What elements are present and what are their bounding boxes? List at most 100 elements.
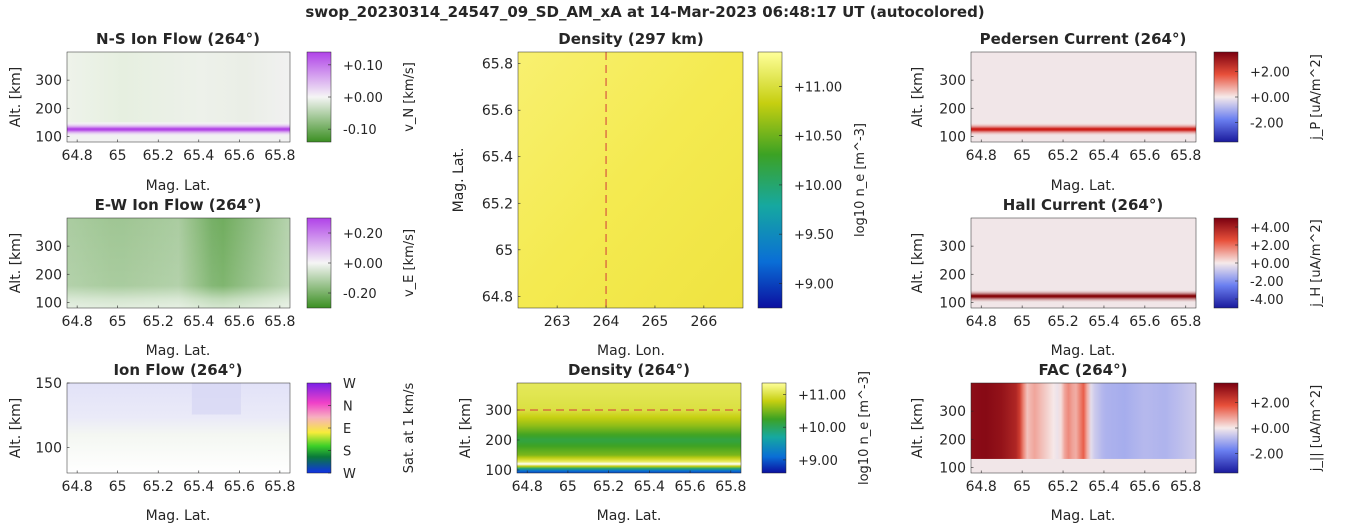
colorbar-tick-label: -2.00 <box>1250 275 1284 290</box>
heatmap-fade <box>67 218 290 308</box>
colorbar-tick-label: +2.00 <box>1250 239 1290 254</box>
heatmap-field <box>971 383 1196 459</box>
x-tick-label: 266 <box>691 314 718 330</box>
y-tick-label: 300 <box>35 73 62 89</box>
colorbar-tick-label: N <box>343 400 353 415</box>
colorbar-label: v_N [km/s] <box>402 62 417 132</box>
colorbar-tick-label: +0.00 <box>1250 422 1290 437</box>
colorbar-tick-label: +10.00 <box>798 421 846 436</box>
y-tick-label: 150 <box>35 376 62 392</box>
plot-frame <box>517 51 744 309</box>
y-tick-label: 300 <box>939 404 966 420</box>
colorbar-tick-label: +0.20 <box>343 227 383 242</box>
colorbar-tick-label: +11.00 <box>798 388 846 403</box>
panel-title: Pedersen Current (264°) <box>980 30 1187 48</box>
x-tick-label: 263 <box>544 314 571 330</box>
colorbar-tick-label: +10.00 <box>794 179 842 194</box>
colorbar-tick-label: E <box>343 422 351 437</box>
y-tick-label: 65 <box>495 243 513 259</box>
heatmap <box>971 218 1196 308</box>
x-tick-label: 65.8 <box>264 479 295 495</box>
y-tick-label: 300 <box>485 403 512 419</box>
heatmap-field <box>67 383 290 473</box>
x-tick-label: 65.8 <box>1170 148 1201 164</box>
x-tick-label: 65.6 <box>224 314 255 330</box>
colorbar-tick-label: -2.00 <box>1250 448 1284 463</box>
y-tick-label: 200 <box>939 101 966 117</box>
colorbar-scale <box>306 382 332 474</box>
panel-fac: FAC (264°) Mag. Lat. Alt. [km] 64.8 65 65.… <box>910 361 1324 524</box>
x-axis-label: Mag. Lat. <box>1051 178 1116 194</box>
y-tick-label: 200 <box>939 432 966 448</box>
colorbar-tick-label: +9.50 <box>794 228 834 243</box>
panel-title: Ion Flow (264°) <box>113 361 242 379</box>
colorbar-tick-label: +0.00 <box>343 91 383 106</box>
x-tick-label: 65 <box>109 148 127 164</box>
x-tick-label: 65.8 <box>1170 314 1201 330</box>
x-tick-label: 65.2 <box>593 479 624 495</box>
y-tick-label: 100 <box>35 129 62 145</box>
x-tick-label: 65 <box>109 479 127 495</box>
colorbar-scale <box>757 51 783 309</box>
colorbar-tick-label: +0.00 <box>343 257 383 272</box>
y-axis-label: Alt. [km] <box>910 233 926 294</box>
y-tick-label: 65.6 <box>482 103 513 119</box>
colorbar: +11.00 +10.50 +10.00 +9.50 +9.00 log10 n_e [m… <box>757 51 868 309</box>
plot-frame <box>516 382 742 474</box>
colorbar: +4.00 +2.00 +0.00 -2.00 -4.00 j_H [uA/m^2] <box>1213 217 1324 309</box>
colorbar-tick-label: -4.00 <box>1250 293 1284 308</box>
colorbar-scale <box>1213 217 1239 309</box>
y-axis-label: Alt. [km] <box>8 398 24 459</box>
colorbar-tick-label: +2.00 <box>1250 65 1290 80</box>
heatmap <box>517 383 741 473</box>
heatmap-field <box>517 383 741 473</box>
y-axis-label: Alt. [km] <box>458 398 474 459</box>
y-tick-label: 65.4 <box>482 150 513 166</box>
x-tick-label: 65.8 <box>264 314 295 330</box>
colorbar-scale <box>761 382 787 474</box>
x-tick-label: 65 <box>109 314 127 330</box>
x-tick-label: 65.4 <box>1088 314 1119 330</box>
x-tick-label: 64.8 <box>966 148 997 164</box>
x-tick-label: 65.8 <box>715 479 746 495</box>
colorbar-tick-label: +10.50 <box>794 130 842 145</box>
heatmap <box>67 218 290 308</box>
y-tick-label: 200 <box>485 433 512 449</box>
x-tick-label: 65.6 <box>1129 479 1160 495</box>
colorbar-tick-label: -0.10 <box>343 123 377 138</box>
x-tick-label: 65.6 <box>675 479 706 495</box>
panel-title: N-S Ion Flow (264°) <box>96 30 260 48</box>
y-tick-label: 100 <box>939 129 966 145</box>
panel-ns-ion-flow: N-S Ion Flow (264°) Mag. Lat. Alt. [km] … <box>8 30 417 194</box>
heatmap-region <box>191 383 241 415</box>
tick-labels: 64.8 65 65.2 65.4 65.6 65.8 100 200 300 <box>939 239 1201 330</box>
x-tick-label: 65.6 <box>1129 314 1160 330</box>
y-tick-label: 300 <box>939 73 966 89</box>
plot-frame <box>66 51 291 143</box>
x-tick-label: 65.4 <box>183 479 214 495</box>
y-axis-label: Mag. Lat. <box>451 148 467 213</box>
colorbar-tick-label: +9.00 <box>794 277 834 292</box>
y-axis-label: Alt. [km] <box>910 67 926 128</box>
x-tick-label: 65.4 <box>634 479 665 495</box>
x-tick-label: 65.8 <box>1170 479 1201 495</box>
y-axis-label: Alt. [km] <box>8 233 24 294</box>
heatmap <box>67 383 290 473</box>
x-axis-label: Mag. Lon. <box>597 343 665 359</box>
tick-labels: 64.8 65 65.2 65.4 65.6 65.8 100 200 300 <box>35 239 295 330</box>
x-tick-label: 65.2 <box>143 148 174 164</box>
panel-title: E-W Ion Flow (264°) <box>95 196 262 214</box>
y-axis-label: Alt. [km] <box>910 398 926 459</box>
panel-density-297: Density (297 km) Mag. Lon. Mag. Lat. 263… <box>451 30 868 359</box>
colorbar-label: j_P [uA/m^2] <box>1309 54 1324 141</box>
x-tick-label: 65 <box>559 479 577 495</box>
x-tick-label: 65.6 <box>1129 148 1160 164</box>
figure-title: swop_20230314_24547_09_SD_AM_xA at 14-Ma… <box>305 3 984 21</box>
tick-labels: 64.8 65 65.2 65.4 65.6 65.8 100 200 300 <box>485 403 746 495</box>
colorbar-scale <box>306 51 332 143</box>
x-tick-label: 65.4 <box>1088 148 1119 164</box>
panel-title: Density (297 km) <box>558 30 703 48</box>
